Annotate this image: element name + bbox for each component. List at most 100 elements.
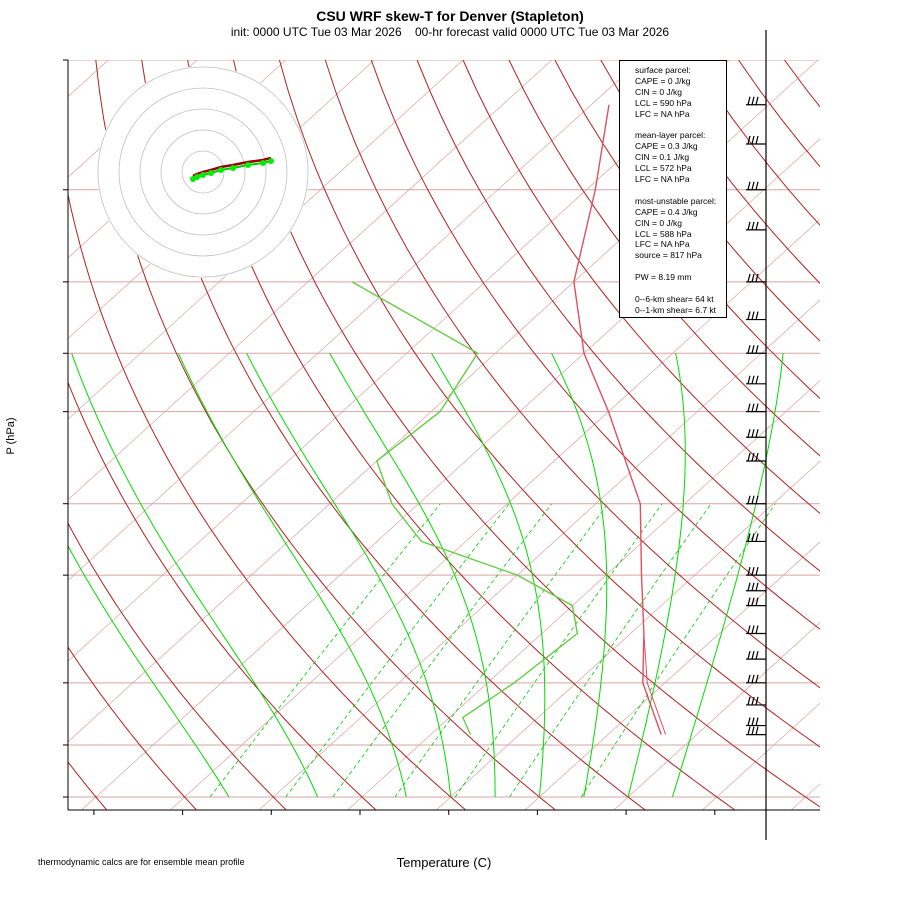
mu-lcl: LCL = 588 hPa (635, 228, 692, 239)
hodograph-point (230, 165, 236, 171)
dry-adiabat (830, 60, 900, 813)
wind-barb-flag (751, 495, 755, 504)
wind-barb-flag (755, 311, 759, 320)
mu-cin: CIN = 0 J/kg (635, 217, 683, 228)
mean-lfc: LFC = NA hPa (635, 174, 690, 185)
wind-barb-flag (755, 650, 759, 660)
mixing-ratio-line (394, 503, 609, 798)
isotherm-line (81, 138, 820, 810)
wind-barb-flag (747, 696, 751, 706)
axis-labels: Temperature (C) P (hPa) (5, 417, 491, 870)
surface-lfc: LFC = NA hPa (635, 108, 690, 119)
dry-adiabat (738, 60, 820, 168)
wind-barb-flag (747, 717, 751, 726)
wind-barb-flag (751, 375, 755, 384)
hodograph-point (194, 174, 200, 180)
hodograph-ring (97, 66, 309, 278)
moist-adiabat (246, 353, 452, 798)
wind-barb-flag (751, 181, 755, 190)
isotherm-line (524, 541, 820, 810)
dry-adiabat (68, 522, 287, 810)
wind-barb-flag (751, 135, 755, 145)
isotherm-line (613, 622, 820, 810)
shear-0-6km: 0--6-km shear= 64 kt (635, 293, 714, 304)
wind-barb-flag (747, 566, 751, 576)
mixing-ratio-line (209, 503, 441, 798)
wind-barb-flag (747, 674, 751, 683)
wind-barb-flag (755, 582, 759, 591)
isotherm-line (258, 299, 820, 810)
mean-lcl: LCL = 572 hPa (635, 163, 692, 174)
wind-barb-flag (755, 273, 759, 283)
dry-adiabat (370, 60, 820, 630)
wind-barb-flag (755, 221, 759, 230)
wind-barb-flag (747, 495, 751, 504)
dry-adiabat (416, 60, 820, 572)
dry-adiabat (68, 192, 467, 810)
wind-barb-flag (755, 403, 759, 412)
dry-adiabat (508, 60, 820, 457)
wind-barb-flag (747, 452, 751, 462)
mean-cape: CAPE = 0.3 J/kg (635, 141, 698, 152)
wind-barb-flag (751, 533, 755, 542)
dry-adiabat (68, 381, 377, 810)
footnote: thermodynamic calcs are for ensemble mea… (38, 857, 245, 867)
wind-barb-flag (751, 674, 755, 683)
hodograph-point (268, 158, 274, 164)
traces (351, 104, 667, 735)
mu-parcel-header: most-unstable parcel: (635, 195, 717, 206)
wind-barb-flag (747, 375, 751, 384)
wind-barb-flag (755, 135, 759, 145)
shear-0-1km: 0--1-km shear= 6.7 kt (635, 304, 717, 315)
wind-barb-flag (755, 717, 759, 726)
wind-barbs (746, 96, 766, 736)
isotherm-line (701, 702, 820, 810)
wind-barb-flag (751, 273, 755, 283)
wind-barb-flag (747, 429, 751, 438)
wind-barb-flag (755, 726, 759, 735)
wind-barb-flag (751, 582, 755, 591)
mu-source: source = 817 hPa (635, 250, 702, 261)
wind-barb-flag (747, 345, 751, 354)
wind-barb-flag (751, 597, 755, 606)
wind-barb-flag (747, 597, 751, 606)
wind-barb-flag (747, 533, 751, 542)
wind-barb-flag (755, 625, 759, 634)
y-axis-label: P (hPa) (5, 417, 17, 454)
isotherm-line (68, 60, 198, 178)
isotherm-line (68, 60, 464, 420)
parcel-trace (643, 633, 667, 735)
moist-adiabat (71, 353, 319, 798)
wind-barb-flag (755, 181, 759, 190)
mixing-ratio-line (285, 503, 510, 798)
hodograph-point (260, 160, 266, 166)
wind-barb-flag (755, 566, 759, 576)
wind-barb-flag (755, 429, 759, 438)
wind-barb-flag (751, 221, 755, 230)
wind-barb-flag (751, 625, 755, 634)
stats-box: surface parcel: CAPE = 0 J/kg CIN = 0 J/… (619, 60, 727, 318)
wind-barb-flag (755, 495, 759, 504)
wind-barb-flag (751, 345, 755, 354)
dry-adiabat (876, 60, 900, 813)
hodograph-ring (181, 150, 225, 194)
chart-title: CSU WRF skew-T for Denver (Stapleton) (316, 8, 584, 24)
wind-barb-flag (755, 345, 759, 354)
x-axis-label: Temperature (C) (397, 855, 492, 870)
moist-adiabat (431, 353, 546, 798)
wind-barb-flag (747, 582, 751, 591)
moist-adiabat (329, 353, 496, 798)
dry-adiabat (462, 60, 820, 514)
wind-barb-flag (755, 375, 759, 384)
mixing-ratio-line (332, 503, 553, 798)
mu-lfc: LFC = NA hPa (635, 239, 690, 250)
dry-adiabat (141, 60, 646, 810)
moist-adiabat (672, 353, 784, 798)
dry-adiabat (233, 60, 820, 808)
wind-barb-flag (751, 403, 755, 412)
hodograph-ring (160, 129, 246, 215)
isotherm-line (169, 218, 820, 810)
mixing-ratio-line (509, 503, 712, 798)
wind-barb-flag (755, 597, 759, 606)
